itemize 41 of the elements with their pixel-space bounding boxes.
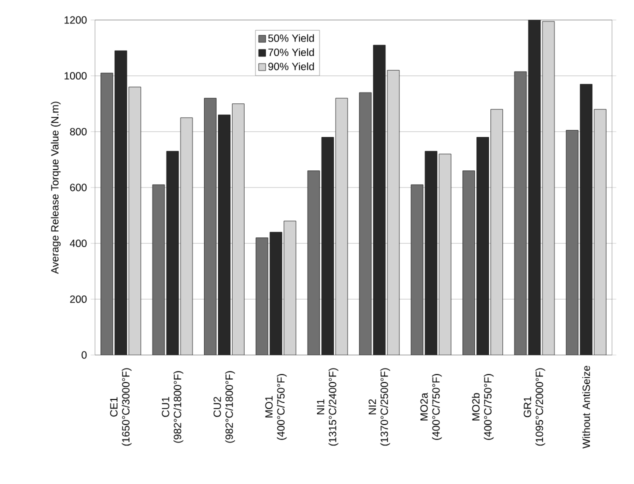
bar [307,170,320,355]
y-tick-label: 1000 [64,72,87,80]
bar [128,86,142,355]
x-tick-label: NI2 (1370°C/2500°F) [368,368,390,446]
bar [256,238,268,355]
bar [152,184,165,355]
y-tick-label: 400 [70,240,87,248]
bar [232,104,244,355]
x-tick-label: CU1 (982°C/1800°F) [162,371,184,443]
bar [387,70,400,355]
x-tick-label: GR1 (1095°C/2000°F) [524,368,546,446]
x-tick-label: CE1 (1650°C/3000°F) [110,368,132,446]
legend-label: 50% Yield [268,34,314,42]
bar [359,92,372,355]
bar [514,71,527,355]
bar [180,118,193,355]
bar [490,109,503,355]
x-tick-label: MO1 (400°C/750°F) [265,374,287,440]
y-tick-label: 800 [70,128,87,136]
x-tick-label: NI1 (1315°C/2400°F) [317,368,338,446]
bar [566,130,578,355]
x-tick-label: Without AntiSeize [582,366,590,448]
bar [462,170,475,355]
legend-label: 70% Yield [268,48,314,56]
y-axis-title: Average Release Torque Value (N.m) [50,102,61,274]
bar [204,98,216,355]
bar [335,98,348,355]
y-tick-label: 600 [70,184,87,192]
bar [542,21,555,355]
bar [284,220,296,355]
y-tick-label: 0 [82,351,87,359]
bar [594,109,606,355]
bar [100,72,114,355]
x-tick-label: CU2 (982°C/1800°F) [214,371,235,443]
x-tick-label: MO2a (400°C/750°F) [420,374,442,440]
x-tick-label: MO2b (400°C/750°F) [472,374,494,440]
y-tick-label: 1200 [64,16,87,24]
bar [410,184,424,355]
bar [438,154,452,355]
y-tick-label: 200 [70,295,87,303]
legend-label: 90% Yield [268,62,314,70]
